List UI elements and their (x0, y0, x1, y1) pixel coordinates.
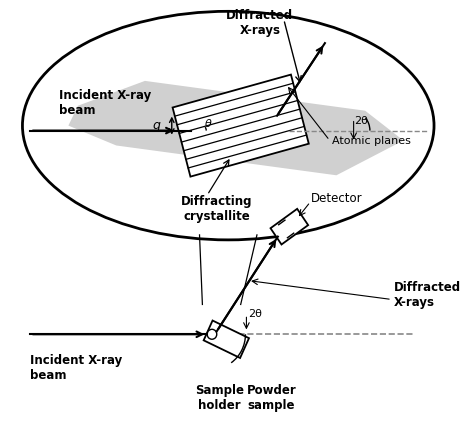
Text: Powder
sample: Powder sample (246, 384, 296, 412)
Text: Diffracted
X-rays: Diffracted X-rays (394, 280, 461, 309)
Text: 2θ: 2θ (248, 310, 262, 319)
Text: Diffracted
X-rays: Diffracted X-rays (226, 9, 293, 37)
Circle shape (207, 329, 217, 339)
Text: Diffracting
crystallite: Diffracting crystallite (181, 195, 253, 223)
Text: Sample
holder: Sample holder (195, 384, 244, 412)
Polygon shape (173, 75, 309, 176)
Text: Atomic planes: Atomic planes (332, 135, 410, 146)
Text: 2θ: 2θ (354, 116, 367, 126)
Text: Detector: Detector (310, 192, 362, 206)
Text: q: q (153, 119, 160, 132)
Polygon shape (271, 209, 308, 244)
Text: Incident X-ray
beam: Incident X-ray beam (59, 89, 151, 117)
Text: θ: θ (204, 119, 211, 129)
Polygon shape (204, 321, 249, 358)
Text: Incident X-ray
beam: Incident X-ray beam (30, 354, 122, 382)
Polygon shape (68, 81, 403, 175)
